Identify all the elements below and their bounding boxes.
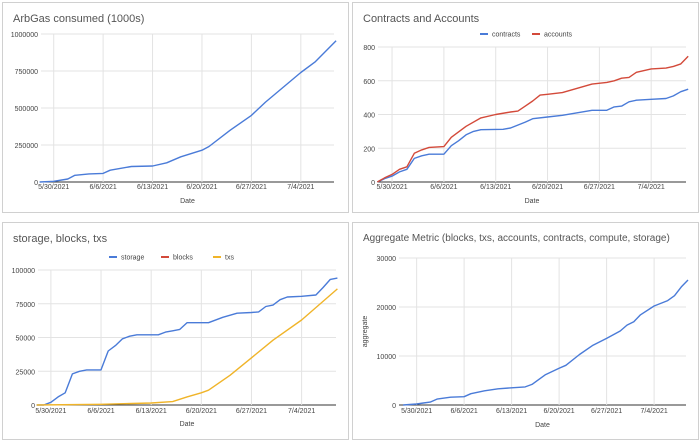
y-tick-label: 500000 [15, 106, 38, 113]
series-line-contracts [377, 88, 689, 183]
y-tick-label: 20000 [377, 305, 397, 312]
legend-label-storage: storage [121, 255, 144, 262]
chart-title: Aggregate Metric (blocks, txs, accounts,… [363, 233, 670, 244]
series-line-txs [36, 288, 338, 406]
y-tick-label: 0 [34, 180, 38, 187]
y-tick-label: 750000 [15, 69, 38, 76]
legend-label-accounts: accounts [544, 32, 573, 39]
x-tick-label: 7/4/2021 [288, 408, 315, 415]
y-tick-label: 400 [363, 113, 375, 120]
x-tick-label: 6/13/2021 [496, 408, 527, 415]
x-tick-label: 6/6/2021 [451, 408, 478, 415]
series-line-aggregate [403, 279, 689, 406]
x-tick-label: 6/20/2021 [186, 184, 217, 191]
series-line-ArbGas [39, 40, 337, 183]
x-tick-label: 6/6/2021 [87, 408, 114, 415]
x-tick-label: 7/4/2021 [638, 184, 665, 191]
series-line-accounts [376, 55, 689, 183]
y-tick-label: 0 [31, 403, 35, 410]
x-tick-label: 7/4/2021 [640, 408, 667, 415]
chart-panel-aggregate: Aggregate Metric (blocks, txs, accounts,… [352, 222, 699, 440]
series-line-storage [36, 277, 338, 406]
y-tick-label: 30000 [377, 256, 397, 263]
chart-panel-storage-blocks-txs: storage, blocks, txs 0 25000 50000 75000 100… [2, 222, 349, 440]
legend-label-txs: txs [225, 255, 234, 262]
x-axis-title: Date [525, 198, 540, 205]
legend-label-blocks: blocks [173, 255, 193, 262]
legend-label-contracts: contracts [492, 32, 521, 39]
x-tick-label: 6/27/2021 [236, 184, 267, 191]
x-axis-title: Date [180, 198, 195, 205]
x-tick-label: 5/30/2021 [35, 408, 66, 415]
y-tick-label: 0 [371, 180, 375, 187]
y-tick-label: 75000 [16, 302, 36, 309]
x-axis-title: Date [180, 421, 195, 428]
y-tick-label: 600 [363, 79, 375, 86]
chart-panel-arbgas: ArbGas consumed (1000s) 0 250000 500000 750… [2, 2, 349, 213]
y-tick-label: 250000 [15, 143, 38, 150]
x-axis-title: Date [535, 422, 550, 429]
x-tick-label: 6/20/2021 [532, 184, 563, 191]
y-axis-title: aggregate [362, 316, 369, 348]
chart-title: Contracts and Accounts [363, 13, 480, 25]
chart-svg: 0 10000 20000 30000 5/30/2021 6/6/2021 6/13/20… [362, 256, 689, 429]
x-tick-label: 6/27/2021 [584, 184, 615, 191]
x-tick-label: 5/30/2021 [38, 184, 69, 191]
x-tick-label: 5/30/2021 [401, 408, 432, 415]
x-tick-label: 6/27/2021 [236, 408, 267, 415]
chart-panel-contracts-accounts: Contracts and Accounts 0 200 400 600 800 5/30… [352, 2, 699, 213]
y-tick-label: 800 [363, 45, 375, 52]
chart-svg: 0 25000 50000 75000 100000 5/30/2021 6/6/2021 6… [12, 255, 338, 428]
chart-svg: 0 250000 500000 750000 1000000 5/30/2021 6/6/2… [11, 32, 337, 205]
chart-title: storage, blocks, txs [13, 233, 108, 245]
x-tick-label: 6/6/2021 [90, 184, 117, 191]
x-tick-label: 6/13/2021 [480, 184, 511, 191]
x-tick-label: 6/20/2021 [544, 408, 575, 415]
y-tick-label: 0 [392, 403, 396, 410]
x-tick-label: 6/27/2021 [591, 408, 622, 415]
y-tick-label: 25000 [16, 369, 36, 376]
x-tick-label: 6/13/2021 [137, 184, 168, 191]
y-tick-label: 200 [363, 146, 375, 153]
x-tick-label: 6/20/2021 [186, 408, 217, 415]
x-tick-label: 5/30/2021 [376, 184, 407, 191]
x-tick-label: 6/13/2021 [136, 408, 167, 415]
y-tick-label: 100000 [12, 268, 35, 275]
chart-svg: 0 200 400 600 800 5/30/2021 6/6/2021 6/13/2021 6… [363, 32, 689, 205]
y-tick-label: 10000 [377, 354, 397, 361]
y-tick-label: 1000000 [11, 32, 38, 39]
chart-title: ArbGas consumed (1000s) [13, 13, 145, 25]
x-tick-label: 7/4/2021 [287, 184, 314, 191]
y-tick-label: 50000 [16, 336, 36, 343]
x-tick-label: 6/6/2021 [430, 184, 457, 191]
